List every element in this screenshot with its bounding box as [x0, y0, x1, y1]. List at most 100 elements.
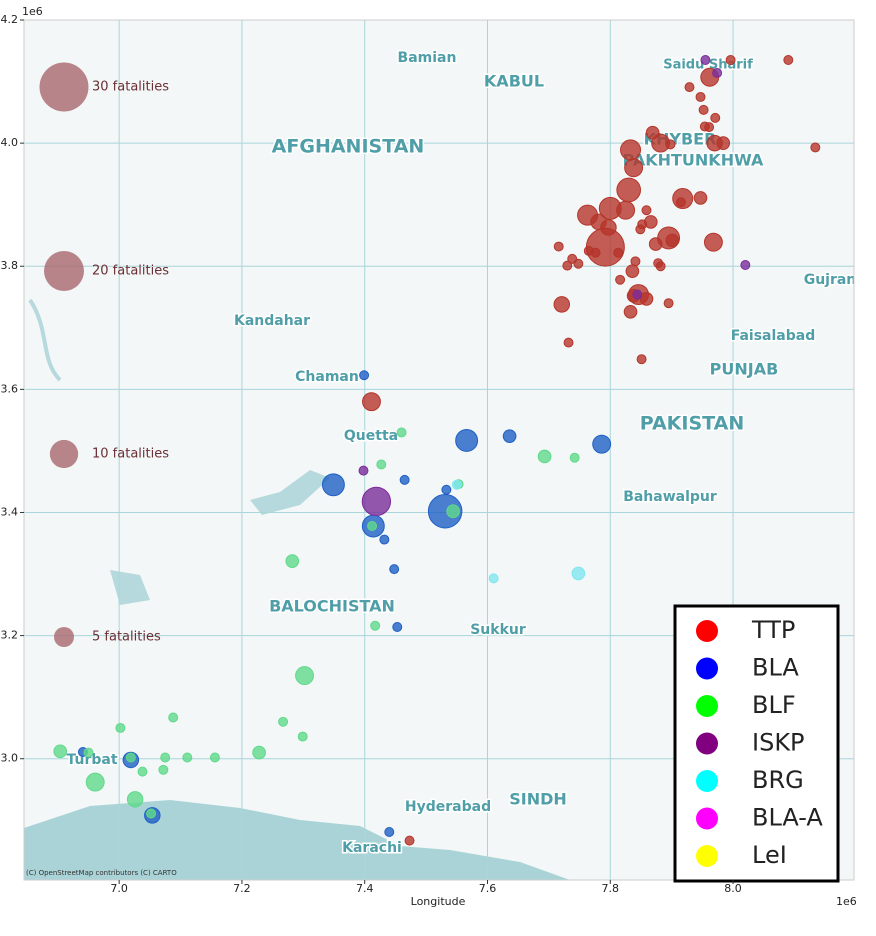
place-label: Hyderabad: [405, 799, 491, 815]
data-point: [665, 139, 676, 150]
x-tick-label: 7.0: [110, 882, 128, 895]
y-tick-label: 3.6: [1, 382, 19, 395]
data-point: [278, 716, 289, 727]
x-tick-label: 7.8: [602, 882, 620, 895]
data-point: [359, 370, 370, 381]
data-point: [615, 274, 626, 285]
legend-label: BLA: [752, 654, 799, 682]
data-point: [125, 752, 136, 763]
place-label: Turbat: [66, 752, 117, 768]
y-offset-label: 1e6: [22, 5, 43, 18]
data-point: [209, 752, 220, 763]
place-label: Karachi: [342, 840, 402, 856]
y-tick-label: 3.2: [1, 629, 19, 642]
data-point: [641, 205, 652, 216]
legend-label: BRG: [752, 766, 804, 794]
data-point: [441, 484, 452, 495]
place-label: Sukkur: [470, 622, 526, 638]
data-point: [639, 292, 654, 306]
data-point: [358, 465, 369, 476]
data-point: [370, 620, 381, 631]
data-point: [655, 261, 666, 272]
data-point: [146, 808, 157, 819]
data-point: [590, 247, 601, 258]
data-point: [367, 521, 378, 531]
data-point: [569, 452, 580, 463]
size-legend-marker: [49, 439, 79, 469]
data-point: [573, 258, 584, 269]
data-point: [392, 622, 403, 632]
place-label: PAKHTUNKHWA: [623, 151, 764, 170]
legend-marker: [696, 732, 718, 755]
data-point: [783, 55, 794, 65]
size-legend-label: 20 fatalities: [92, 264, 169, 279]
x-offset-label: 1e6: [836, 895, 857, 908]
place-label: PUNJAB: [710, 360, 779, 379]
legend-marker: [696, 620, 718, 642]
place-label: Gujran: [804, 272, 857, 288]
data-point: [698, 104, 709, 115]
data-point: [710, 112, 721, 123]
place-label: BALOCHISTAN: [269, 597, 395, 616]
y-tick-label: 3.0: [1, 752, 19, 765]
data-point: [137, 766, 148, 777]
legend: TTP BLA BLF ISKP BRG BLA-A LeI: [673, 604, 840, 883]
data-point: [635, 224, 646, 235]
data-point: [624, 158, 644, 178]
x-tick-label: 8.0: [724, 882, 742, 895]
data-point: [83, 747, 94, 758]
y-tick-label: 3.4: [1, 505, 19, 518]
map-background: [24, 20, 854, 880]
data-point: [446, 504, 460, 519]
legend-marker: [696, 807, 718, 830]
data-point: [810, 142, 821, 153]
place-label: Quetta: [344, 428, 398, 444]
data-point: [562, 260, 573, 271]
data-point: [376, 459, 387, 470]
data-point: [703, 232, 723, 252]
data-point: [168, 712, 179, 723]
place-label: Faisalabad: [731, 328, 816, 344]
x-tick-label: 7.2: [233, 882, 251, 895]
legend-label: BLA-A: [752, 804, 823, 832]
data-point: [384, 827, 395, 837]
data-point: [663, 298, 674, 309]
size-legend-label: 5 fatalities: [92, 630, 161, 645]
data-point: [613, 247, 624, 258]
data-point: [712, 67, 723, 78]
data-point: [648, 237, 663, 251]
data-point: [115, 722, 126, 733]
place-label: Bamian: [398, 50, 457, 66]
x-tick-label: 7.6: [479, 882, 497, 895]
place-label: Bahawalpur: [623, 489, 717, 505]
data-point: [537, 449, 552, 464]
data-point: [716, 136, 731, 150]
data-point: [630, 256, 641, 267]
data-point: [632, 289, 643, 300]
legend-label: LeI: [752, 841, 787, 869]
size-legend-label: 10 fatalities: [92, 447, 169, 462]
attribution: (C) OpenStreetMap contributors (C) CARTO: [26, 869, 177, 877]
size-legend-marker: [44, 251, 84, 291]
data-point: [553, 241, 564, 252]
data-point: [295, 666, 314, 686]
legend-marker: [696, 657, 718, 680]
data-point: [404, 835, 415, 846]
legend-label: BLF: [752, 691, 796, 719]
data-point: [126, 791, 144, 808]
size-legend-marker: [54, 627, 74, 647]
legend-label: ISKP: [752, 729, 805, 757]
data-point: [665, 233, 680, 248]
data-point: [396, 427, 407, 438]
data-point: [672, 188, 694, 210]
data-point: [53, 744, 68, 759]
place-label: PAKISTAN: [640, 413, 744, 435]
data-point: [695, 91, 706, 102]
data-point: [616, 177, 642, 203]
y-tick-label: 4.0: [1, 136, 19, 149]
data-point: [571, 566, 586, 581]
x-axis-label: Longitude: [411, 895, 466, 908]
data-point: [361, 486, 392, 517]
data-point: [321, 473, 345, 497]
data-point: [389, 564, 400, 575]
